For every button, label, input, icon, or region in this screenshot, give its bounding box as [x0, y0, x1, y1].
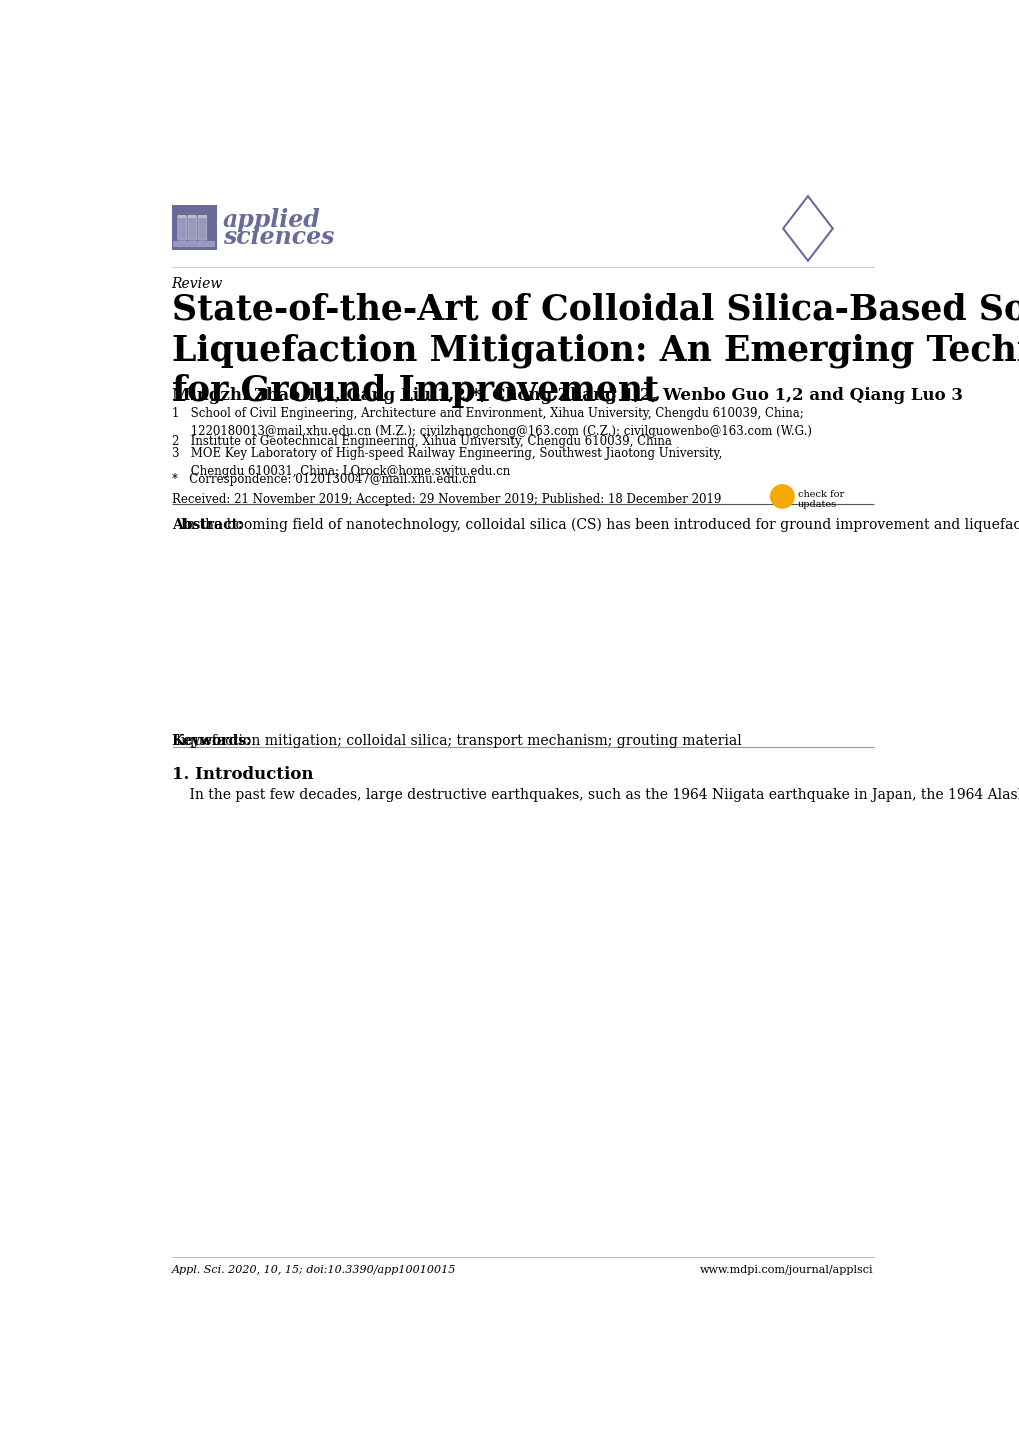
- Text: sciences: sciences: [222, 225, 334, 249]
- Bar: [177, 215, 186, 219]
- FancyBboxPatch shape: [198, 215, 206, 239]
- Text: In the booming field of nanotechnology, colloidal silica (CS) has been introduce: In the booming field of nanotechnology, …: [171, 518, 1019, 532]
- Text: Abstract:: Abstract:: [171, 518, 243, 532]
- Text: updates: updates: [797, 499, 837, 509]
- Polygon shape: [783, 196, 832, 261]
- Text: Received: 21 November 2019; Accepted: 29 November 2019; Published: 18 December 2: Received: 21 November 2019; Accepted: 29…: [171, 493, 720, 506]
- Text: MDPI: MDPI: [785, 221, 829, 236]
- Text: Review: Review: [171, 277, 223, 291]
- Text: 1. Introduction: 1. Introduction: [171, 766, 313, 783]
- Text: 3   MOE Key Laboratory of High-speed Railway Engineering, Southwest Jiaotong Uni: 3 MOE Key Laboratory of High-speed Railw…: [171, 447, 721, 477]
- Text: ✓: ✓: [776, 487, 787, 506]
- Text: check for: check for: [797, 490, 844, 499]
- Bar: [187, 215, 197, 219]
- Text: applied: applied: [222, 209, 320, 232]
- FancyBboxPatch shape: [177, 215, 186, 239]
- Text: www.mdpi.com/journal/applsci: www.mdpi.com/journal/applsci: [699, 1265, 873, 1275]
- Text: 2   Institute of Geotechnical Engineering, Xihua University, Chengdu 610039, Chi: 2 Institute of Geotechnical Engineering,…: [171, 435, 671, 448]
- Text: 1   School of Civil Engineering, Architecture and Environment, Xihua University,: 1 School of Civil Engineering, Architect…: [171, 407, 811, 437]
- Text: State-of-the-Art of Colloidal Silica-Based Soil
Liquefaction Mitigation: An Emer: State-of-the-Art of Colloidal Silica-Bas…: [171, 293, 1019, 408]
- FancyBboxPatch shape: [171, 205, 216, 249]
- Text: Mingzhi Zhao 1,2, Gang Liu 1,2,*, Chong Zhang 1,2, Wenbo Guo 1,2 and Qiang Luo 3: Mingzhi Zhao 1,2, Gang Liu 1,2,*, Chong …: [171, 386, 962, 404]
- Text: Appl. Sci. 2020, 10, 15; doi:10.3390/app10010015: Appl. Sci. 2020, 10, 15; doi:10.3390/app…: [171, 1265, 455, 1275]
- Text: liquefaction mitigation; colloidal silica; transport mechanism; grouting materia: liquefaction mitigation; colloidal silic…: [171, 734, 741, 747]
- Bar: [198, 215, 206, 219]
- FancyBboxPatch shape: [187, 215, 197, 239]
- Circle shape: [769, 485, 794, 509]
- Text: In the past few decades, large destructive earthquakes, such as the 1964 Niigata: In the past few decades, large destructi…: [171, 787, 1019, 802]
- Text: Keywords:: Keywords:: [171, 734, 252, 747]
- Bar: [173, 241, 215, 247]
- Text: *   Correspondence: 0120130047@mail.xhu.edu.cn: * Correspondence: 0120130047@mail.xhu.ed…: [171, 473, 476, 486]
